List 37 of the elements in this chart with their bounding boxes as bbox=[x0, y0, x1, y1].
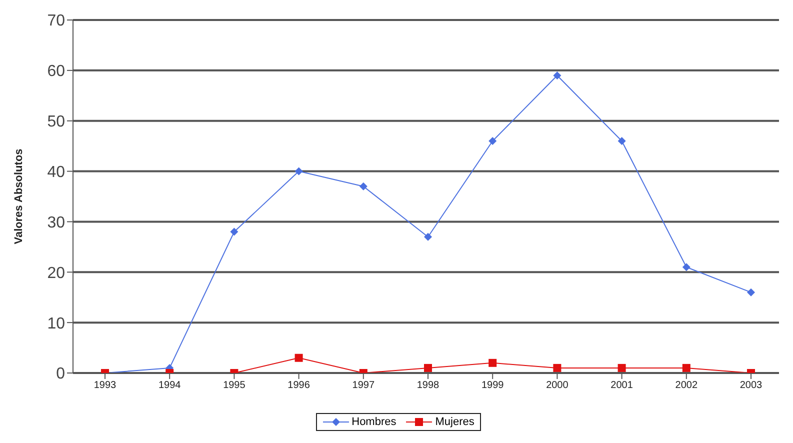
x-tick-label: 2001 bbox=[610, 380, 634, 392]
point bbox=[553, 71, 562, 80]
point bbox=[553, 364, 562, 372]
y-tick-label: 20 bbox=[47, 264, 66, 282]
legend-label: Hombres bbox=[350, 416, 396, 428]
x-tick-label: 1998 bbox=[416, 380, 440, 392]
y-axis-title: Valores Absolutos bbox=[12, 148, 25, 244]
x-tick-label: 2003 bbox=[740, 380, 763, 392]
y-tick-label: 70 bbox=[47, 12, 66, 30]
point bbox=[682, 263, 690, 272]
point bbox=[682, 364, 690, 372]
y-tick-label: 40 bbox=[47, 164, 66, 181]
point bbox=[618, 364, 626, 372]
point bbox=[230, 228, 238, 236]
y-tick-label: 50 bbox=[47, 114, 66, 131]
y-tick-label: 60 bbox=[47, 63, 66, 80]
y-tick-label: 10 bbox=[47, 315, 66, 332]
point bbox=[424, 364, 432, 372]
point bbox=[294, 354, 303, 362]
x-tick-label: 1996 bbox=[288, 380, 310, 392]
point bbox=[294, 167, 303, 176]
point bbox=[747, 288, 755, 296]
point bbox=[488, 358, 497, 367]
x-tick-label: 1994 bbox=[158, 380, 182, 392]
x-tick-label: 1999 bbox=[481, 380, 504, 392]
x-tick-label: 1997 bbox=[352, 380, 375, 392]
x-tick-label: 2000 bbox=[546, 380, 569, 392]
point bbox=[488, 137, 497, 146]
point bbox=[359, 182, 368, 190]
y-tick-label: 0 bbox=[56, 366, 66, 383]
point bbox=[424, 232, 432, 241]
x-tick-label: 1993 bbox=[94, 380, 117, 392]
y-tick-label: 30 bbox=[47, 214, 66, 232]
legend-label: Mujeres bbox=[434, 416, 474, 428]
x-tick-label: 2002 bbox=[675, 380, 698, 392]
point bbox=[618, 137, 626, 146]
x-tick-label: 1995 bbox=[223, 380, 246, 392]
